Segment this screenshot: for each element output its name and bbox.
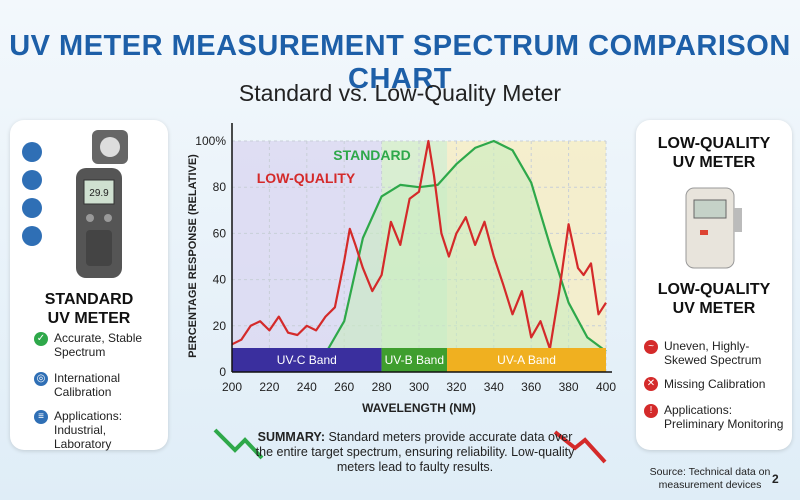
y-tick-label: 100% — [195, 134, 226, 148]
right-panel: LOW-QUALITY UV METER LOW-QUALITY UV METE… — [636, 120, 792, 450]
band-shade — [232, 141, 382, 372]
band-label: UV-C Band — [277, 353, 337, 367]
series-line — [232, 139, 607, 369]
series-line — [231, 139, 607, 350]
band-bar — [232, 348, 382, 372]
title: UV METER MEASUREMENT SPECTRUM COMPARISON… — [9, 30, 791, 95]
feature-item: Uneven, Highly-Skewed Spectrum — [664, 339, 762, 367]
series-label: LOW-QUALITY — [257, 170, 356, 186]
band-label: UV-B Band — [385, 353, 444, 367]
series-label: STANDARD — [333, 147, 411, 163]
x-axis-label: WAVELENGTH (NM) — [362, 401, 476, 415]
x-tick-label: 340 — [484, 380, 504, 394]
band-bar — [447, 348, 606, 372]
panel-heading: STANDARD — [44, 291, 134, 308]
left-panel: 29.9 STANDARD UV METER ✓ Accurate, Stabl… — [10, 120, 168, 451]
band-shade — [381, 141, 448, 372]
x-tick-label: 240 — [297, 380, 317, 394]
source: Source: Technical data on measurement de… — [649, 466, 771, 491]
standard-meter-illustration: 29.9 — [22, 130, 128, 278]
y-tick-label: 60 — [213, 226, 227, 240]
x-tick-label: 220 — [259, 380, 279, 394]
band-shade — [447, 141, 606, 372]
plot: 0 20 40 60 80 100% 200 220 240 260 280 300 320 340 360… — [195, 123, 616, 394]
low-quality-meter-illustration — [685, 187, 742, 269]
panel-heading: UV METER — [672, 154, 756, 171]
panel-heading: UV METER — [672, 300, 756, 317]
y-tick-label: 40 — [213, 273, 227, 287]
x-tick-label: 260 — [334, 380, 354, 394]
summary: SUMMARY: Standard meters provide accurat… — [250, 430, 580, 475]
x-tick-label: 300 — [409, 380, 429, 394]
subtitle: Standard vs. Low-Quality Meter — [238, 80, 562, 106]
x-tick-label: 360 — [521, 380, 541, 394]
feature-item: Accurate, Stable Spectrum — [54, 331, 143, 359]
panel-heading: UV METER — [47, 310, 131, 327]
x-tick-label: 320 — [446, 380, 466, 394]
feature-item: International Calibration — [54, 371, 121, 399]
y-axis-label: PERCENTAGE RESPONSE (RELATIVE) — [187, 154, 199, 358]
feature-item: Applications: Industrial, Laboratory — [54, 409, 123, 451]
feature-item: Missing Calibration — [664, 377, 766, 391]
y-tick-label: 80 — [213, 180, 227, 194]
band-bar — [381, 348, 448, 372]
x-tick-label: 200 — [222, 380, 242, 394]
series-area — [232, 141, 606, 372]
summary-label: SUMMARY: — [257, 430, 325, 444]
x-tick-label: 400 — [596, 380, 616, 394]
x-tick-label: 380 — [559, 380, 579, 394]
y-tick-label: 20 — [213, 319, 227, 333]
device-reading: 29.9 — [89, 188, 109, 199]
y-tick-label: 0 — [219, 365, 226, 379]
band-label: UV-A Band — [497, 353, 556, 367]
summary-text: Standard meters provide accurate data ov… — [255, 430, 575, 474]
panel-heading: LOW-QUALITY — [657, 135, 771, 152]
feature-item: Applications: Preliminary Monitoring — [664, 403, 784, 431]
x-tick-label: 280 — [372, 380, 392, 394]
panel-heading: LOW-QUALITY — [657, 281, 771, 298]
